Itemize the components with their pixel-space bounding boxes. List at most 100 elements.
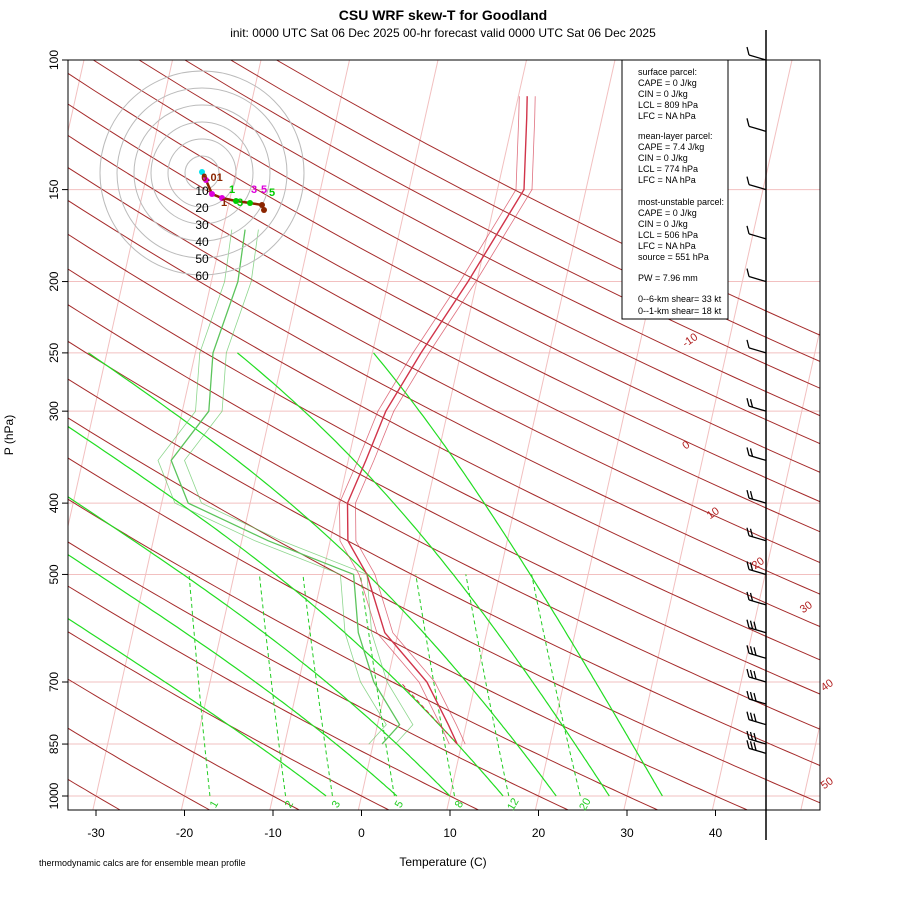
temperature-tick-label: -30 [87, 826, 105, 840]
dry-adiabat [68, 199, 820, 595]
wind-barb-feather [749, 691, 754, 701]
x-axis-label: Temperature (C) [399, 855, 486, 869]
hodograph-point-label: 1 [229, 184, 235, 196]
moist-adiabat [68, 425, 504, 797]
mixing-ratio-line [258, 574, 287, 797]
mixing-ratio-line [415, 574, 455, 797]
dry-adiabat [68, 134, 820, 533]
wind-barb-feather [746, 339, 750, 349]
wind-barb [746, 339, 767, 354]
wind-barb-feather [746, 447, 750, 456]
wind-barb-shaft [748, 497, 767, 504]
mixing-ratio-label: 1 [208, 799, 221, 810]
pressure-tick-label: 850 [47, 734, 61, 754]
wind-barb-shaft [748, 183, 767, 191]
wind-barb-feather [753, 732, 757, 742]
surface-cin: CIN = 0 J/kg [638, 89, 688, 99]
hodograph-ring-label: 50 [195, 252, 209, 266]
wind-barb-feather [746, 591, 750, 601]
dry-adiabat [68, 233, 820, 628]
wind-barb-shaft [748, 698, 767, 705]
dewpoint-member-line [184, 229, 414, 745]
isotherm-line [357, 60, 527, 810]
hodograph-point [219, 195, 225, 201]
wind-barb-shaft [748, 719, 767, 726]
ml-cape: CAPE = 7.4 J/kg [638, 142, 704, 152]
wind-barb-feather [746, 690, 750, 700]
wind-barb-shaft [748, 747, 767, 754]
hodograph-point-label: 3 [237, 197, 243, 209]
mixing-ratio-line [465, 574, 510, 797]
wind-barb [746, 489, 767, 504]
wind-barb-feather [746, 268, 750, 277]
dry-adiabat [68, 585, 480, 810]
wind-barb-feather [749, 620, 754, 629]
dry-adiabat-label: 0 [680, 439, 692, 452]
temperature-tick-label: -20 [176, 826, 194, 840]
temperature-tick-label: -10 [264, 826, 282, 840]
isotherm-line [446, 60, 616, 810]
dry-adiabat-label: 10 [705, 505, 722, 522]
wind-barb [746, 619, 767, 634]
ml-lcl: LCL = 774 hPa [638, 164, 698, 174]
pressure-tick-label: 400 [47, 493, 61, 513]
moist-adiabat [88, 352, 557, 797]
wind-barb [746, 118, 767, 132]
pw-value: PW = 7.96 mm [638, 273, 698, 283]
surface-cape: CAPE = 0 J/kg [638, 78, 697, 88]
hodograph-ring-label: 20 [195, 201, 209, 215]
pressure-tick-label: 150 [47, 179, 61, 199]
hodograph-point-label: 5 [269, 187, 275, 199]
hodograph-ring-label: 60 [195, 269, 209, 283]
temperature-tick-label: 40 [709, 826, 723, 840]
wind-barb-feather [749, 528, 754, 537]
wind-barb-feather [746, 730, 750, 740]
dry-adiabat [68, 340, 820, 730]
wind-barb-feather [753, 621, 757, 630]
wind-barb [746, 176, 767, 191]
mu-parcel-label: most-unstable parcel: [638, 197, 724, 207]
wind-barb-feather [753, 647, 757, 656]
dry-adiabat [68, 167, 820, 564]
pressure-tick-label: 1000 [47, 782, 61, 809]
dry-adiabat [184, 60, 820, 389]
mu-lcl: LCL = 506 hPa [638, 230, 698, 240]
dry-adiabat-label: 50 [819, 775, 836, 792]
pressure-tick-label: 500 [47, 564, 61, 584]
dry-adiabat [68, 304, 820, 695]
dewpoint-member-line [157, 229, 387, 745]
pressure-tick-label: 200 [47, 271, 61, 291]
wind-barb-feather [746, 176, 750, 185]
ml-lfc: LFC = NA hPa [638, 175, 696, 185]
dewpoint-line [170, 229, 401, 745]
wind-barb-feather [746, 398, 750, 407]
hodograph-ring-label: 10 [195, 184, 209, 198]
hodograph-point [261, 207, 267, 213]
mixing-ratio-label: 20 [577, 796, 594, 813]
wind-barbs [746, 30, 767, 840]
dry-adiabat [68, 417, 820, 804]
wind-barb [746, 668, 767, 683]
wind-barb-feather [746, 645, 750, 654]
wind-barb-shaft [748, 233, 767, 240]
dry-adiabat [68, 778, 121, 810]
wind-barb-feather [749, 399, 754, 408]
wind-barb-shaft [748, 652, 767, 659]
plot-frame [67, 59, 821, 811]
dry-adiabat [230, 60, 820, 362]
dry-adiabat [68, 378, 820, 767]
mixing-ratio-label: 8 [453, 799, 466, 810]
hodograph-point [203, 177, 209, 183]
hodograph-point-label: 3 [251, 184, 257, 196]
wind-barb-feather [746, 527, 750, 536]
surface-lcl: LCL = 809 hPa [638, 100, 698, 110]
dry-adiabat [68, 498, 659, 810]
dry-adiabat-label: -10 [680, 331, 700, 350]
pressure-tick-label: 100 [47, 50, 61, 70]
mixing-ratio-line [531, 574, 581, 797]
isotherm-line [68, 60, 173, 529]
wind-barb-feather [749, 490, 754, 500]
